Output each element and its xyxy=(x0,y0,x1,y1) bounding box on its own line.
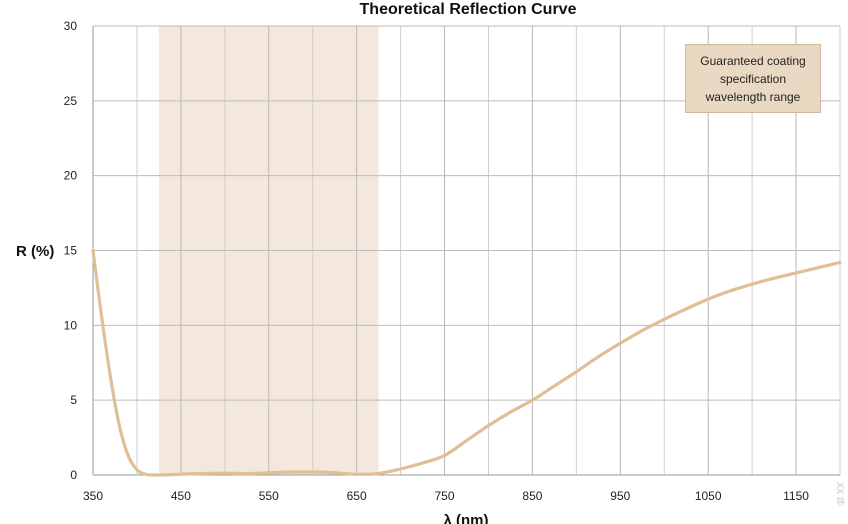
x-tick-label: 950 xyxy=(610,489,630,503)
x-tick-label: 1150 xyxy=(783,489,809,503)
y-tick-label: 30 xyxy=(64,19,78,33)
x-tick-label: 650 xyxy=(347,489,367,503)
watermark: XX 导 xyxy=(834,481,844,506)
reflection-curve-line xyxy=(91,248,842,477)
y-tick-label: 25 xyxy=(64,94,78,108)
tick-labels: 350 450 550 650 750 850 950 1050 1150 0 5 10 15 20 25 3… xyxy=(64,19,810,503)
x-tick-label: 1050 xyxy=(695,489,722,503)
chart-title: Theoretical Reflection Curve xyxy=(360,1,577,18)
x-tick-label: 850 xyxy=(522,489,542,503)
legend-box: Guaranteed coating specification wavelen… xyxy=(685,44,821,113)
y-tick-label: 5 xyxy=(70,393,77,407)
series-line-layer xyxy=(91,248,842,477)
x-tick-label: 350 xyxy=(83,489,103,503)
y-tick-label: 0 xyxy=(70,468,77,482)
legend-label: Guaranteed coating specification wavelen… xyxy=(700,53,806,104)
x-tick-label: 750 xyxy=(435,489,455,503)
y-tick-label: 10 xyxy=(64,318,78,332)
y-tick-label: 20 xyxy=(64,169,78,183)
x-tick-label: 450 xyxy=(171,489,191,503)
y-axis-label: R (%) xyxy=(16,243,54,260)
x-tick-label: 550 xyxy=(259,489,279,503)
y-tick-label: 15 xyxy=(64,244,78,258)
x-axis-label: λ (nm) xyxy=(444,512,489,524)
